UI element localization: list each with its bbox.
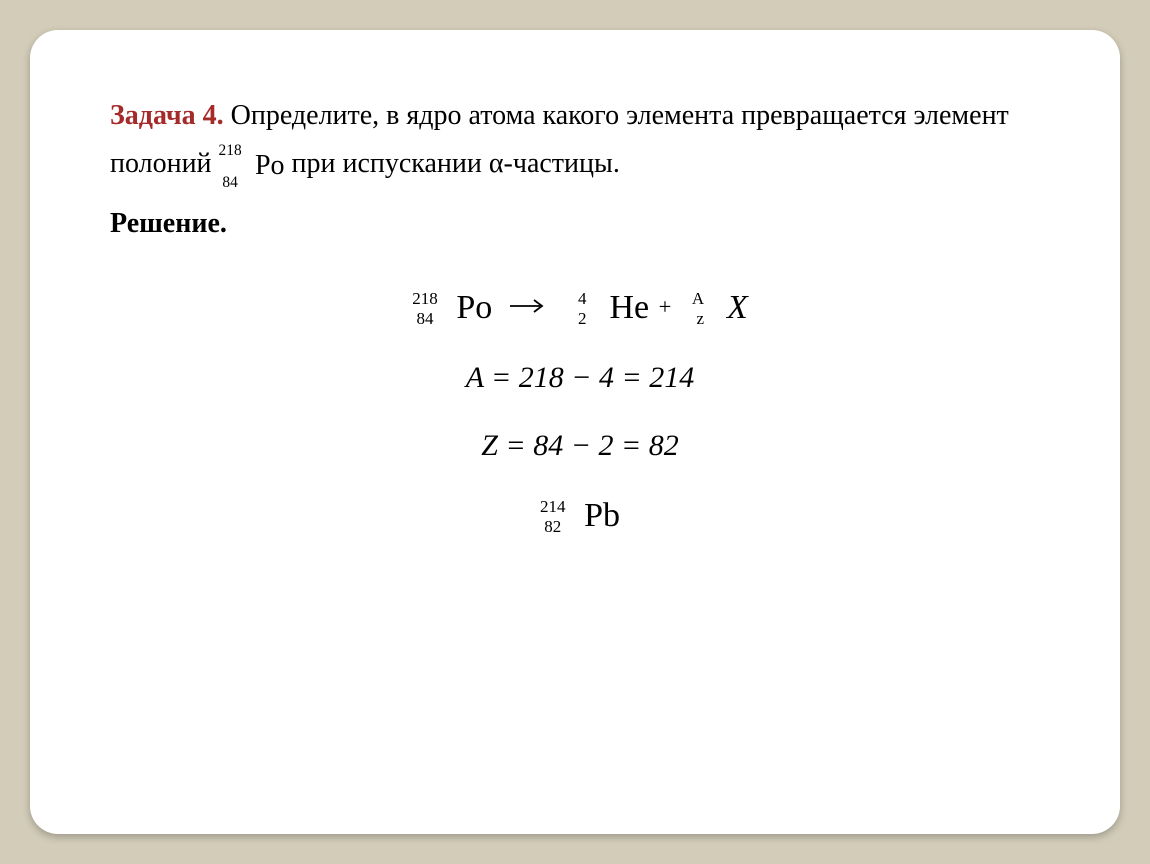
atomic-number: 82 bbox=[540, 518, 561, 535]
slide-card: Задача 4. Определите, в ядро атома каког… bbox=[30, 30, 1120, 834]
reactant-po: 218 84 Po bbox=[412, 289, 492, 327]
plus-sign: + bbox=[659, 294, 672, 320]
mass-number-calc: A = 218 − 4 = 214 bbox=[110, 361, 1050, 395]
problem-statement: Задача 4. Определите, в ядро атома каког… bbox=[110, 92, 1050, 190]
atomic-number: 2 bbox=[565, 310, 586, 327]
product-he: 4 2 He bbox=[565, 289, 649, 327]
atomic-number-calc: Z = 84 − 2 = 82 bbox=[110, 429, 1050, 463]
mass-number: A bbox=[683, 290, 704, 307]
result-pb: 214 82 Pb bbox=[540, 497, 620, 535]
equation-area: 218 84 Po 4 2 He + A bbox=[110, 288, 1050, 536]
mass-number: 218 bbox=[219, 143, 238, 158]
arrow-icon bbox=[510, 288, 548, 322]
mass-number: 218 bbox=[412, 290, 433, 307]
mass-number: 214 bbox=[540, 498, 561, 515]
task-label: Задача 4. bbox=[110, 100, 224, 131]
nuclide-polonium-inline: 218 84 Po bbox=[219, 142, 285, 190]
problem-sentence-part2: при испускании α-частицы. bbox=[285, 148, 620, 179]
slide-content: Задача 4. Определите, в ядро атома каког… bbox=[30, 30, 1120, 609]
atomic-number: z bbox=[683, 310, 704, 327]
result-nuclide-line: 214 82 Pb bbox=[110, 497, 1050, 535]
product-x: A z X bbox=[683, 289, 748, 327]
solution-label: Решение. bbox=[110, 208, 1050, 240]
mass-number: 4 bbox=[565, 290, 586, 307]
atomic-number: 84 bbox=[412, 310, 433, 327]
atomic-number: 84 bbox=[219, 175, 238, 190]
nuclear-reaction: 218 84 Po 4 2 He + A bbox=[110, 288, 1050, 328]
